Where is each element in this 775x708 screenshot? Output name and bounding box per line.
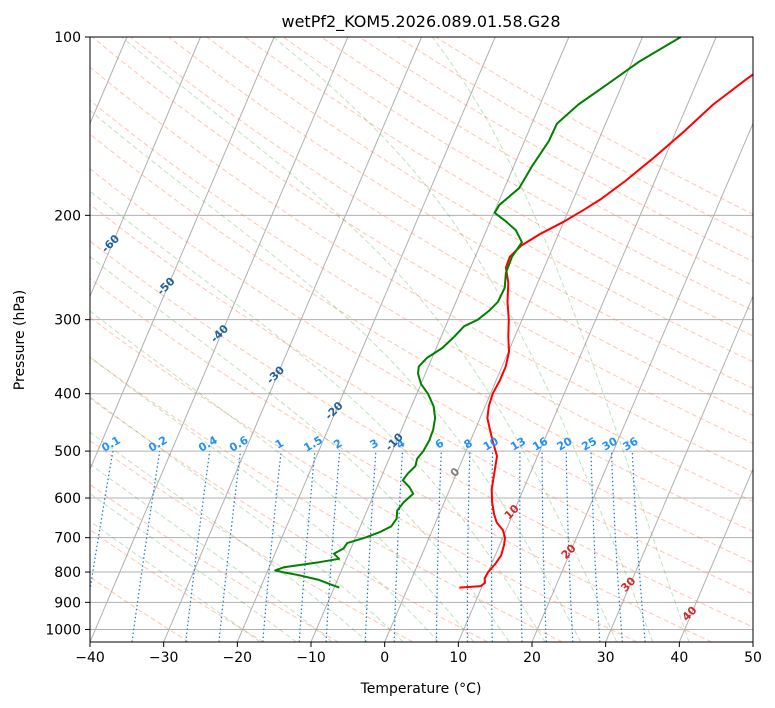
isotherm-line [236, 37, 496, 642]
dry-adiabat-line [90, 133, 753, 533]
dry-adiabat-line [90, 168, 753, 563]
dry-adiabat-line [90, 99, 753, 502]
isotherm-line [90, 37, 275, 471]
moist-adiabat-line [90, 492, 297, 642]
y-tick-label: 300 [54, 313, 81, 329]
moist-adiabat-line [90, 431, 369, 642]
moist-adiabat-line [90, 356, 439, 642]
x-tick-label: 30 [597, 650, 615, 666]
dry-adiabat-line [282, 37, 753, 312]
y-tick-label: 900 [54, 595, 81, 611]
y-tick-label: 200 [54, 208, 81, 224]
dry-adiabat-line [90, 66, 753, 473]
dry-adiabat-line [90, 356, 563, 642]
mixing-ratio-line [90, 450, 114, 594]
mixing-ratio-line [131, 451, 161, 642]
mixing-ratio-line [262, 451, 282, 642]
moist-adiabat-line [90, 463, 333, 642]
profile-series [274, 37, 753, 589]
mixing-ratio-line [298, 451, 316, 642]
y-tick-label: 600 [54, 491, 81, 507]
dry-adiabat-line [90, 278, 712, 642]
background-lines [90, 37, 753, 642]
moist-adiabat-line [90, 256, 510, 642]
y-tick-label: 100 [54, 30, 81, 46]
isotherm-line [678, 467, 753, 642]
plot-frame [89, 36, 754, 643]
dry-adiabat-line [90, 440, 414, 642]
x-tick-label: 20 [523, 650, 541, 666]
chart-title: wetPf2_KOM5.2026.089.01.58.G28 [281, 12, 560, 32]
y-tick-label: 1000 [45, 622, 81, 638]
y-tick-label: 400 [54, 387, 81, 403]
isotherm-line [163, 37, 422, 642]
y-tick-label: 800 [54, 565, 81, 581]
x-tick-label: −30 [149, 650, 179, 666]
dry-adiabat-line [90, 397, 488, 642]
y-axis-title: Pressure (hPa) [12, 290, 28, 390]
isotherm-line [90, 37, 201, 298]
x-tick-label: 40 [670, 650, 688, 666]
mixing-ratio-line [631, 451, 646, 642]
moist-adiabat-line [90, 190, 546, 642]
y-tick-label: 700 [54, 531, 81, 547]
isotherm-line [605, 295, 753, 642]
y-tick-label: 500 [54, 444, 81, 460]
dry-adiabat-line [90, 203, 753, 595]
x-tick-label: −10 [296, 650, 326, 666]
moist-adiabat-line [273, 37, 654, 642]
y-axis-ticks: 1000 900 800 700 600 500 400 300 200 100 [45, 30, 90, 638]
dry-adiabat-line [168, 37, 753, 389]
moist-adiabat-line [90, 310, 475, 642]
x-tick-label: −40 [75, 650, 105, 666]
dry-adiabat-line [90, 483, 339, 642]
dry-adiabat-line [206, 37, 753, 363]
dewpoint-profile-line [274, 37, 682, 589]
x-axis-ticks: −40 −30 −20 −10 0 10 20 30 40 50 [75, 642, 762, 666]
dry-adiabat-line [244, 37, 753, 337]
moist-adiabat-line [431, 37, 690, 642]
isotherm-line [457, 37, 717, 642]
moist-adiabat-line [121, 37, 618, 642]
isotherm-line [531, 122, 753, 642]
temperature-profile-line [459, 73, 753, 589]
x-tick-label: −20 [223, 650, 253, 666]
dry-adiabat-line [90, 529, 264, 642]
x-axis-title: Temperature (°C) [360, 681, 482, 697]
dry-adiabat-line [90, 316, 638, 642]
mixing-ratio-line [218, 451, 242, 642]
x-tick-label: 50 [744, 650, 762, 666]
isotherm-line [90, 37, 349, 642]
dry-adiabat-line [90, 240, 753, 628]
moist-adiabat-line [90, 396, 404, 642]
isotherm-line [384, 37, 643, 642]
mixing-ratio-line [185, 451, 211, 642]
x-tick-label: 0 [380, 650, 389, 666]
x-tick-label: 10 [449, 650, 467, 666]
moist-adiabat-line [90, 520, 261, 642]
